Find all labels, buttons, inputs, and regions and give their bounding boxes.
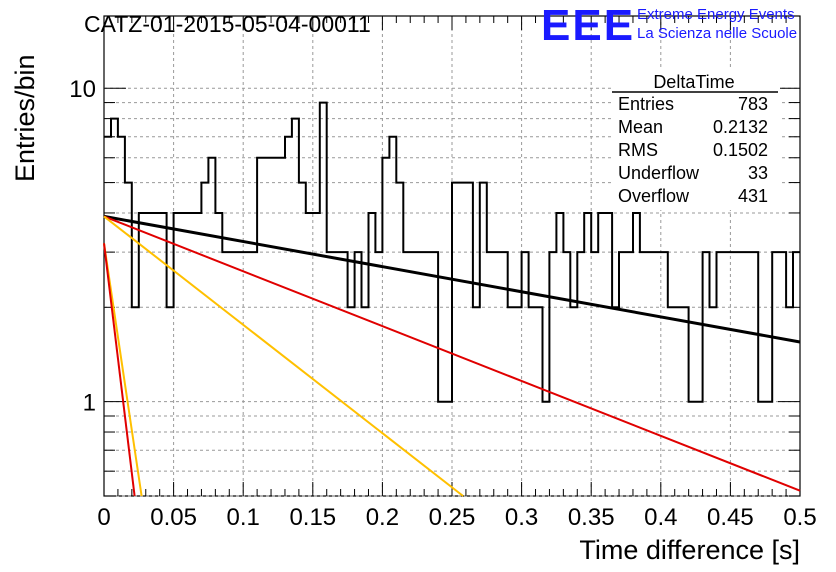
fit-line-1: [103, 214, 801, 344]
stats-box-background: [612, 70, 780, 210]
chart-title: CATZ-01-2015-05-04-00011: [84, 11, 371, 37]
stats-box-title: DeltaTime: [653, 72, 734, 92]
y-tick-labels: 1 10: [69, 76, 96, 416]
stats-value-entries: 783: [738, 94, 768, 114]
fit-line-3: [103, 215, 464, 497]
x-tick-label: 0.25: [429, 504, 476, 531]
stats-value-overflow: 431: [738, 186, 768, 206]
x-tick-label: 0.1: [227, 504, 260, 531]
fit-line-2: [103, 215, 801, 492]
histogram: [104, 101, 800, 403]
stats-box: DeltaTime Entries 783 Mean 0.2132 RMS 0.…: [612, 70, 780, 210]
x-axis-title: Time difference [s]: [579, 535, 800, 565]
stats-label-entries: Entries: [618, 94, 674, 114]
logo-line-1: Extreme Energy Events: [637, 6, 795, 23]
stats-label-underflow: Underflow: [618, 163, 700, 183]
y-axis-title: Entries/bin: [10, 54, 40, 182]
y-tick-label: 10: [69, 76, 96, 103]
x-tick-label: 0.15: [289, 504, 336, 531]
x-tick-label: 0.2: [366, 504, 399, 531]
x-tick-label: 0.35: [568, 504, 615, 531]
x-tick-label: 0.5: [783, 504, 816, 531]
fit-lines: [103, 214, 801, 497]
x-tick-label: 0.3: [505, 504, 538, 531]
eee-logo-mark: EEE: [541, 1, 635, 50]
eee-logo: EEE Extreme Energy Events La Scienza nel…: [541, 1, 797, 50]
stats-label-overflow: Overflow: [618, 186, 690, 206]
y-tick-label: 1: [83, 390, 96, 417]
x-tick-labels: 0 0.05 0.1 0.15 0.2 0.25 0.3 0.35 0.4 0.45 0.5: [97, 504, 816, 531]
stats-label-mean: Mean: [618, 117, 663, 137]
histogram-outline: [104, 101, 800, 403]
fit-line-4: [103, 243, 143, 497]
stats-label-rms: RMS: [618, 140, 658, 160]
x-tick-label: 0.4: [644, 504, 677, 531]
logo-line-2: La Scienza nelle Scuole: [637, 25, 797, 42]
stats-value-rms: 0.1502: [713, 140, 768, 160]
x-tick-label: 0.05: [150, 504, 197, 531]
axis-ticks: [103, 16, 801, 497]
x-tick-label: 0: [97, 504, 110, 531]
stats-value-mean: 0.2132: [713, 117, 768, 137]
fit-line-5: [103, 243, 136, 497]
stats-value-underflow: 33: [748, 163, 768, 183]
x-tick-label: 0.45: [707, 504, 754, 531]
